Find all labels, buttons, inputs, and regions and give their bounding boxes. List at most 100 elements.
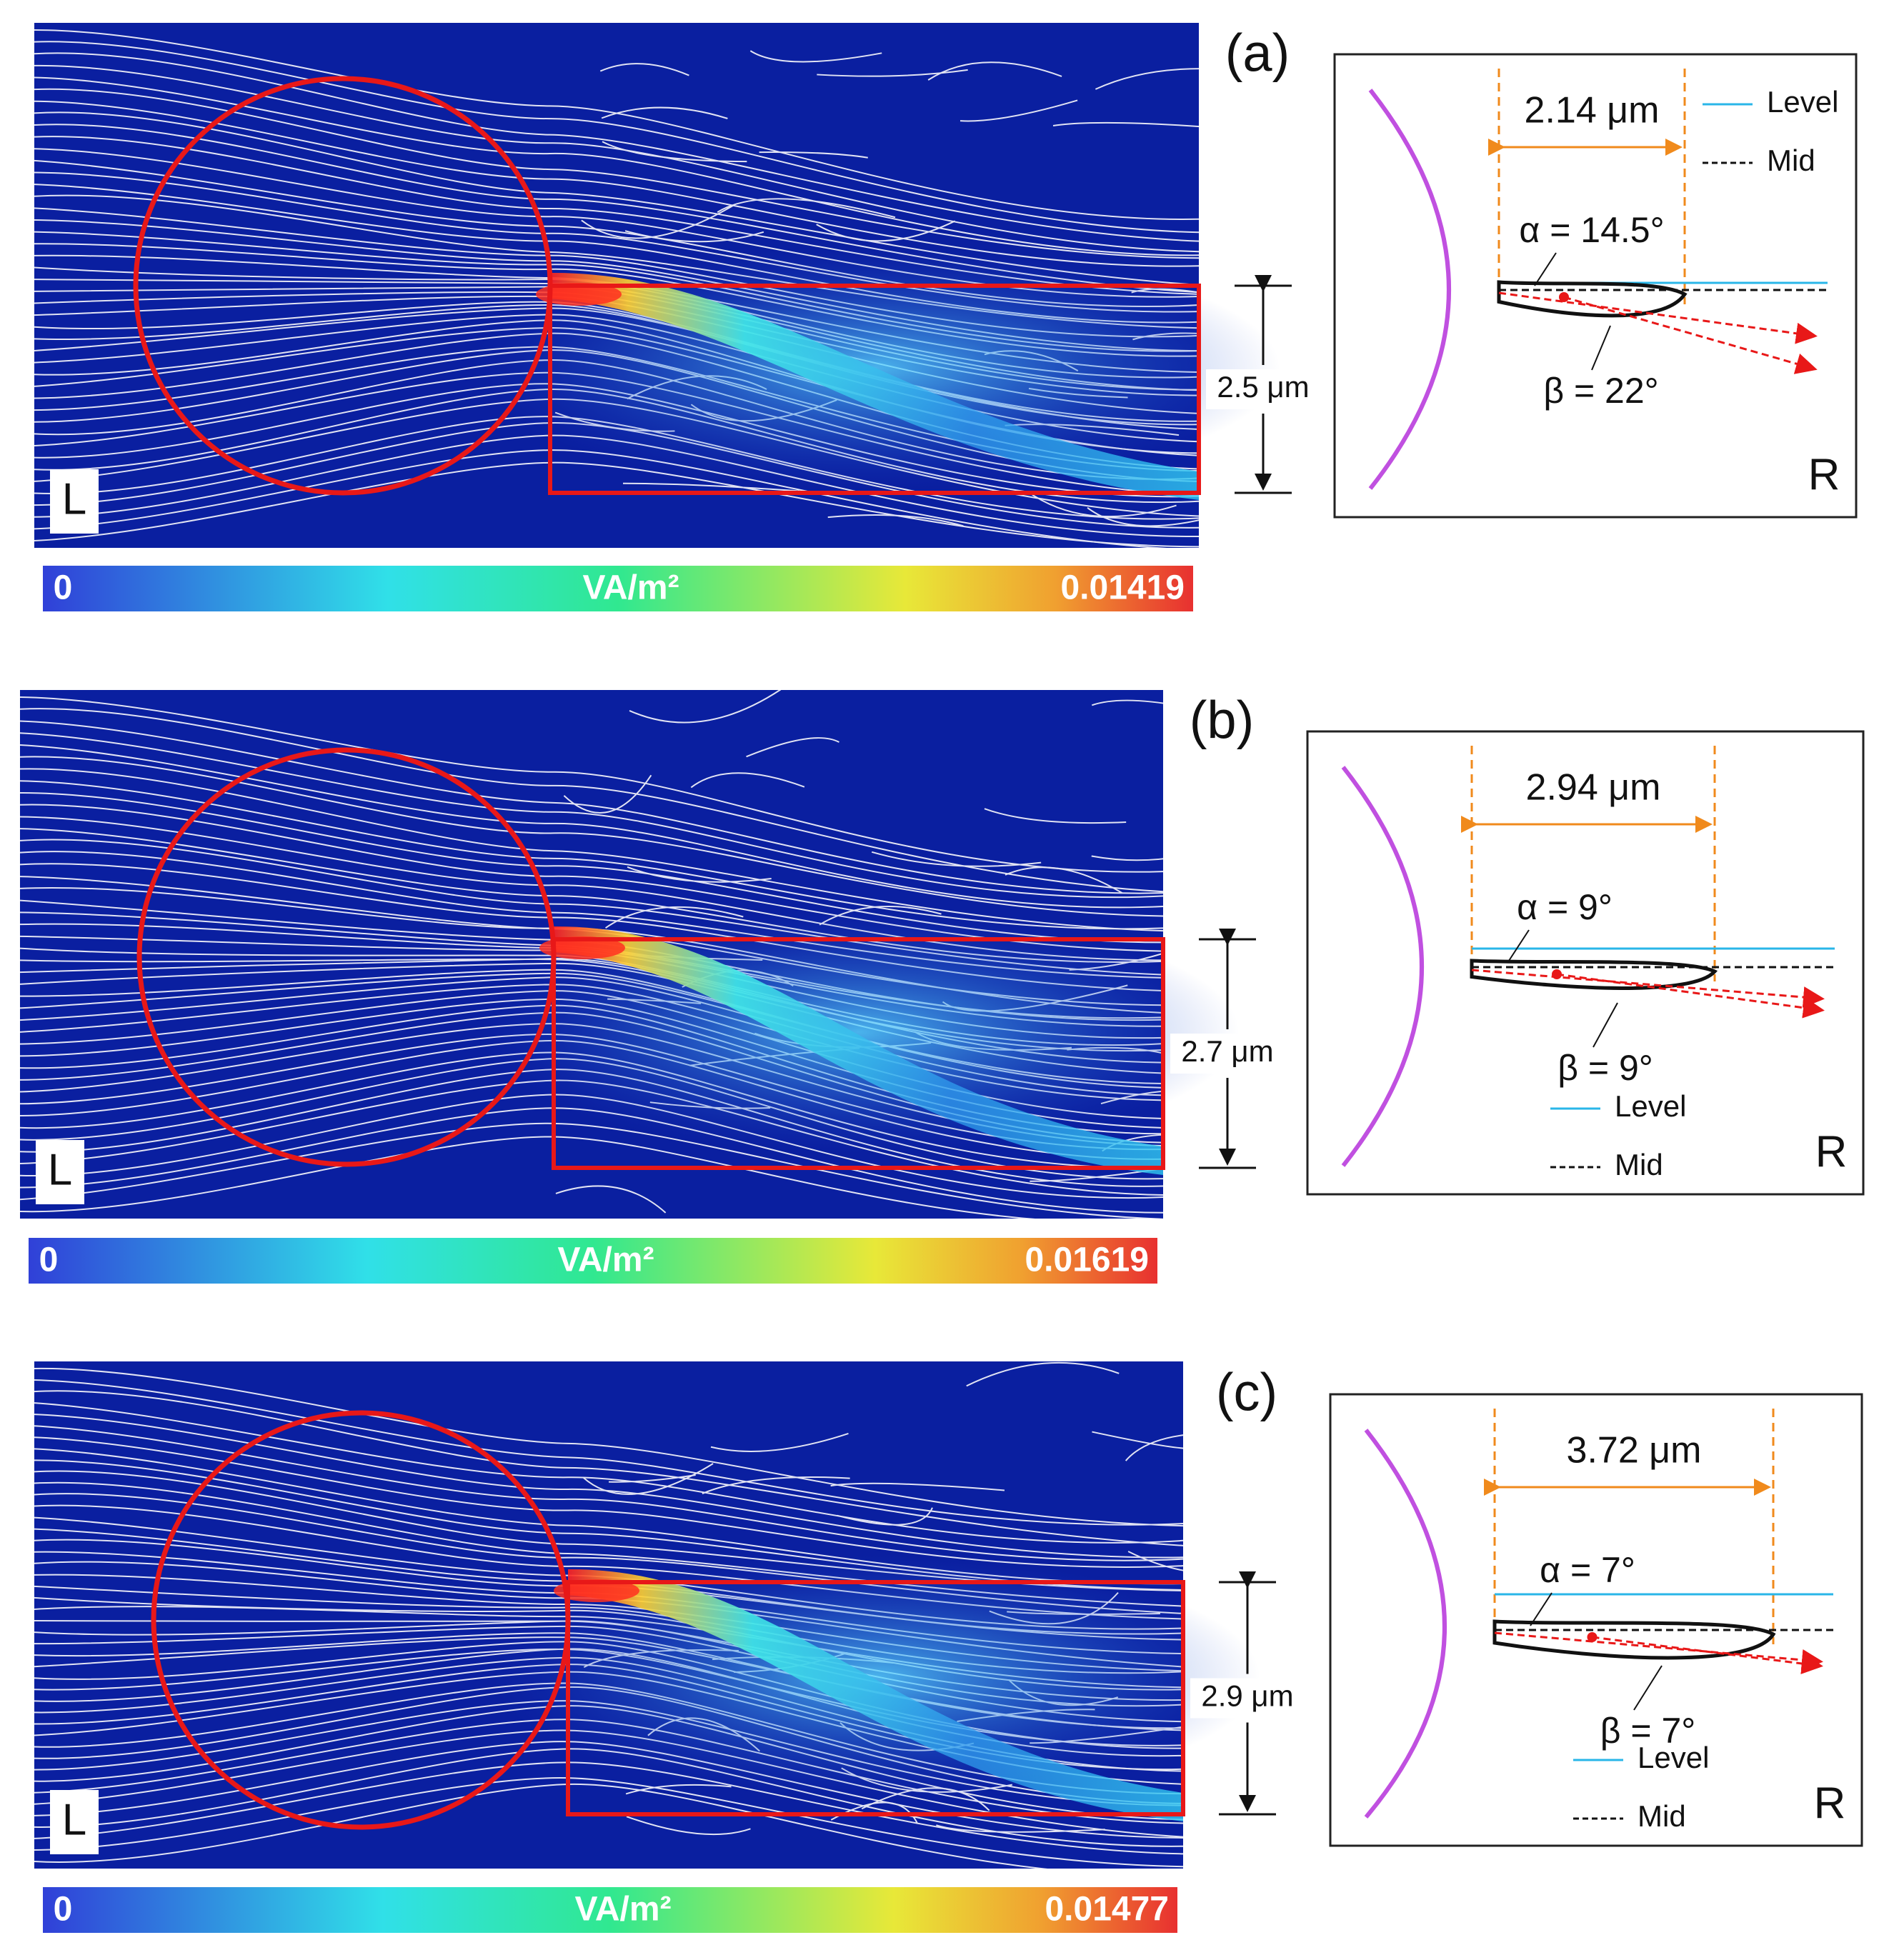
alpha-leader [1530,1592,1552,1626]
streamline [599,63,689,76]
streamline [34,1436,1184,1568]
colorbar [43,1887,1177,1933]
streamline [581,204,734,239]
colorbar-unit: VA/m² [582,569,679,607]
colorbar-unit: VA/m² [574,1891,671,1929]
streamline [19,696,1164,873]
streamline [19,732,1164,899]
legend-mid-label: Mid [1767,144,1815,177]
jet-band [550,272,1199,500]
length-dimension [1461,746,1716,981]
length-label: 2.94 μm [1526,767,1661,809]
inset: 2.94 μm α = 9° β = 9°Level Mid R [1306,730,1865,1196]
left-label: L [62,474,86,524]
legend-level-label: Level [1615,1089,1686,1123]
colorbar-unit: VA/m² [557,1241,654,1279]
inset-frame [1333,53,1858,519]
streamline [1052,121,1229,130]
beta-label: β = 7° [1600,1711,1696,1751]
height-label: 2.9 μm [1201,1679,1293,1713]
beta-label: β = 9° [1557,1048,1653,1088]
legend-level-label: Level [1638,1741,1709,1774]
streamline [34,1367,1184,1527]
streamline [1087,503,1254,527]
streamline [34,1379,1184,1526]
legend-mid-label: Mid [1638,1799,1686,1833]
panel-label: (c) [1216,1363,1277,1422]
streamline [555,1185,667,1214]
beta-leader [1591,325,1611,371]
colorbar [43,566,1193,611]
left-label: L [48,1145,72,1194]
streamline [34,52,1200,242]
streamline [627,866,772,883]
streamline [602,141,747,163]
inset: 3.72 μm α = 7° β = 7°Level Mid R [1329,1393,1863,1847]
alpha-arrow [1494,1631,1823,1671]
alpha-label: α = 14.5° [1519,210,1664,250]
legend-level-label: Level [1767,85,1838,119]
inset: 2.14 μm α = 14.5° β = 22° Level Mid R [1333,53,1858,519]
streamline [19,756,1164,917]
length-dimension [1488,69,1686,304]
streamline [19,768,1164,932]
streamline [1092,699,1261,727]
height-dimension [1199,929,1256,1169]
panels: L 2.5 μm (a) 0 VA/m² 0.01419 2.14 μm α = 14.5° β… [19,23,1865,1933]
colorbar-max: 0.01477 [1045,1891,1169,1929]
height-label-bg [1206,369,1320,409]
alpha-leader [1507,929,1530,964]
streamline [816,220,956,242]
streamline [817,69,968,77]
filament-outline [1497,280,1688,318]
hot-spot [554,1579,639,1602]
panel-c: L 2.9 μm (c) 0 VA/m² 0.01477 3.72 μm α = 7° β = … [34,1361,1863,1933]
streamline [717,198,896,219]
streamline [19,708,1164,893]
streamline [34,76,1200,256]
filament-outline [1492,1619,1776,1660]
streamline [622,482,799,492]
legend-mid-label: Mid [1615,1148,1663,1181]
panel-label: (b) [1190,691,1254,750]
streamline [936,1824,1105,1833]
streamline [1127,1551,1268,1574]
jet-band [554,926,1163,1175]
streamline [34,1425,1184,1561]
colorbar-min: 0 [54,569,73,607]
centroid-dot [1559,292,1569,302]
colorbar-max: 0.01619 [1025,1241,1149,1279]
streamline [1091,834,1248,861]
right-label: R [1815,1127,1848,1176]
droplet-arc [1341,766,1424,1167]
height-dimension [1219,1571,1276,1816]
centroid-dot [1552,969,1562,979]
streamline [966,1361,1120,1387]
panel-b: L 2.7 μm (b) 0 VA/m² 0.01619 2.94 μm α = 9° β = … [19,689,1865,1284]
streamline [1125,1432,1291,1461]
droplet-arc [1368,89,1451,490]
droplet-arc [1364,1429,1447,1819]
streamline [34,1414,1184,1559]
filament-outline [1470,959,1718,990]
jet-region-box [548,284,1201,495]
streamline [34,41,1200,234]
streamline [34,449,1200,551]
height-dimension [1235,275,1292,494]
streamline [749,50,882,63]
streamline [871,851,1042,867]
streamline [34,1402,1184,1544]
alpha-label: α = 7° [1540,1550,1635,1590]
alpha-label: α = 9° [1517,887,1613,927]
jet-band [568,1569,1183,1821]
streamline [827,514,964,527]
beta-arrow [1592,1636,1823,1674]
streamline [34,461,1200,548]
beta-arrow [1556,973,1825,1019]
height-label-bg [1170,1034,1285,1074]
streamline [1092,1431,1184,1449]
streamline [984,808,1127,824]
length-dimension [1484,1409,1775,1644]
streamline [746,737,839,758]
